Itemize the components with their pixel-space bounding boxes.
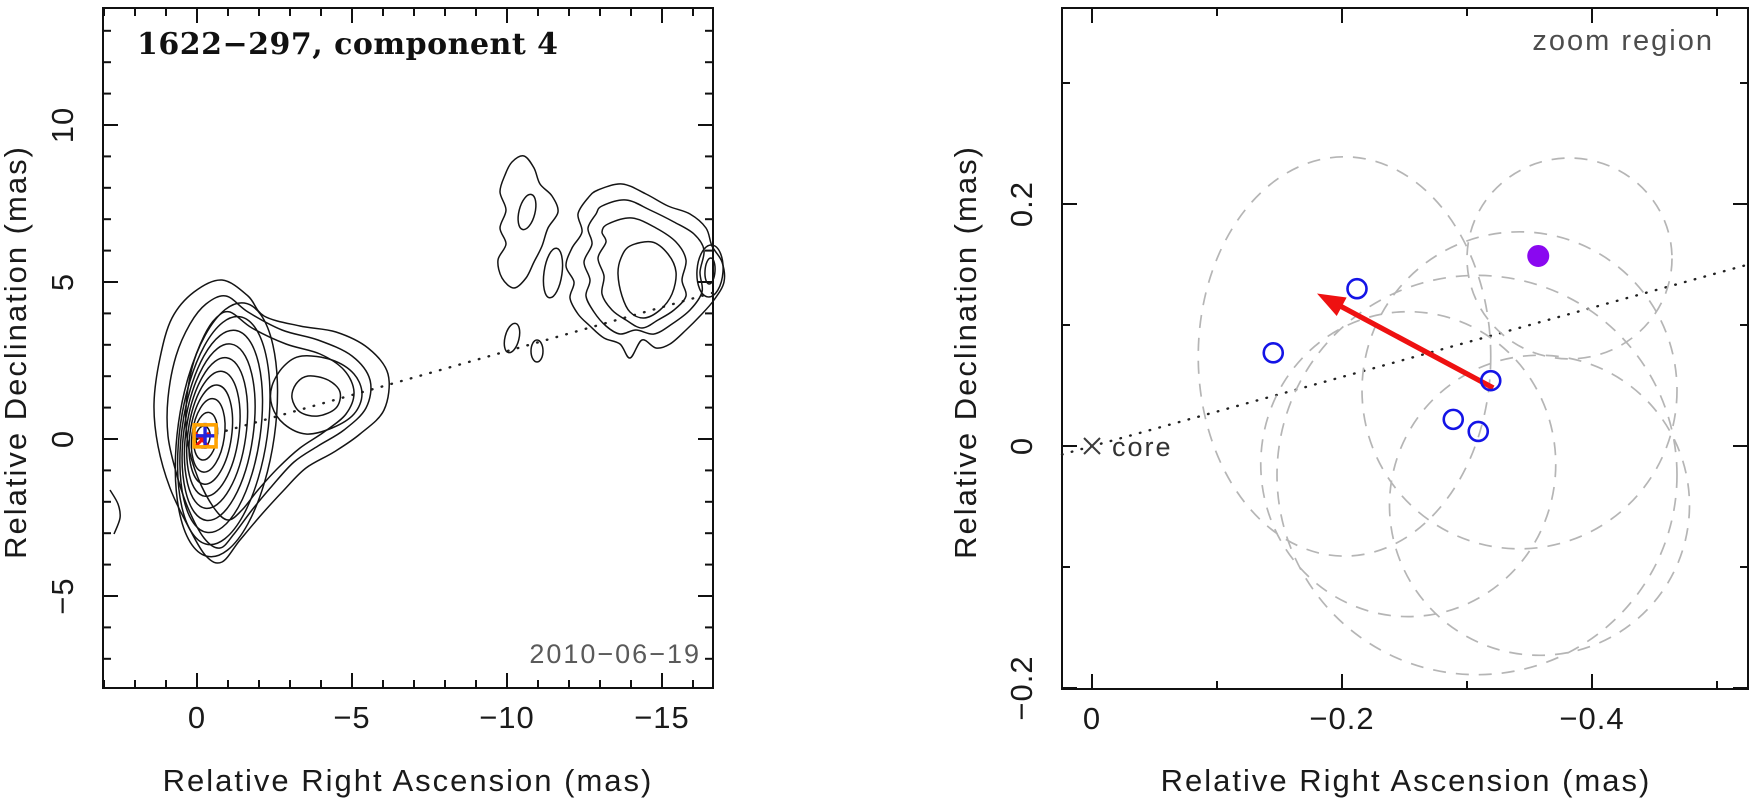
error-circle bbox=[1259, 310, 1557, 618]
core-contour-level bbox=[188, 384, 234, 485]
left-tick-labels: 0 −5 −10 −15 10 5 0 −5 bbox=[45, 107, 690, 735]
right-ticks bbox=[1062, 8, 1748, 689]
right-plot-frame bbox=[1061, 7, 1749, 690]
left-y-tick-label: −5 bbox=[45, 577, 80, 614]
right-x-tick-label: 0 bbox=[1083, 701, 1101, 736]
component4-marker bbox=[192, 422, 219, 449]
left-y-tick-label: 10 bbox=[45, 107, 80, 143]
core-contour-level bbox=[179, 329, 264, 534]
left-yaxis-title: Relative Declination (mas) bbox=[0, 145, 33, 559]
epoch-point bbox=[1442, 408, 1465, 431]
left-jet-axis-dotted-line bbox=[195, 291, 715, 441]
error-circle bbox=[1388, 354, 1691, 657]
error-circle bbox=[1466, 157, 1673, 360]
left-panel-title: 1622−297, component 4 bbox=[137, 27, 559, 62]
right-y-tick-label: 0.2 bbox=[1004, 181, 1039, 227]
left-x-tick-label: −5 bbox=[333, 700, 370, 735]
left-ticks bbox=[103, 8, 713, 688]
right-xaxis-title: Relative Right Ascension (mas) bbox=[1161, 763, 1652, 798]
left-panel-date: 2010−06−19 bbox=[529, 639, 701, 669]
left-x-tick-label: −15 bbox=[634, 700, 690, 735]
left-y-tick-label: 5 bbox=[45, 273, 80, 291]
core-contour-level bbox=[190, 397, 226, 473]
western-small-contour bbox=[542, 247, 564, 299]
core-label: core bbox=[1112, 432, 1173, 462]
outer-contour bbox=[166, 295, 372, 549]
rendered-plot-layers: 0 −5 −10 −15 10 5 0 −5 0 −0.2 −0.4 0.2 0 −0.2 bbox=[45, 7, 1750, 736]
western-contour bbox=[597, 217, 687, 329]
error-circles bbox=[1197, 155, 1691, 676]
left-plot-frame bbox=[102, 7, 714, 689]
epoch-point bbox=[1467, 420, 1490, 443]
core-contour-level bbox=[186, 370, 241, 498]
right-y-tick-label: −0.2 bbox=[1004, 655, 1039, 720]
core-cross-icon bbox=[1083, 437, 1101, 455]
core-contour-level bbox=[181, 343, 256, 522]
left-x-tick-label: 0 bbox=[188, 700, 206, 735]
error-circle bbox=[1197, 155, 1492, 557]
zoom-region-label: zoom region bbox=[1532, 25, 1714, 57]
western-topblob-contour bbox=[497, 155, 559, 289]
western-contour bbox=[617, 240, 677, 319]
right-x-tick-label: −0.2 bbox=[1309, 701, 1374, 736]
western-small-contour bbox=[530, 339, 544, 363]
right-yaxis-title: Relative Declination (mas) bbox=[948, 145, 983, 559]
contour-map bbox=[109, 155, 726, 564]
epoch-point bbox=[1346, 277, 1368, 300]
orange-square-marker-icon bbox=[192, 423, 218, 449]
western-small-contour bbox=[704, 257, 716, 285]
secondary-contour bbox=[291, 375, 342, 417]
left-y-tick-label: 0 bbox=[45, 430, 80, 448]
right-y-tick-label: 0 bbox=[1004, 437, 1039, 455]
left-xaxis-title: Relative Right Ascension (mas) bbox=[163, 763, 654, 798]
secondary-contour bbox=[269, 355, 363, 435]
outer-contour bbox=[153, 279, 390, 564]
right-jet-axis-dotted-line bbox=[1060, 263, 1750, 456]
western-small-contour bbox=[517, 193, 537, 231]
core-contour-level bbox=[176, 315, 271, 546]
western-contour bbox=[565, 183, 726, 359]
proper-motion-arrow bbox=[1317, 293, 1495, 391]
right-x-tick-label: −0.4 bbox=[1559, 701, 1624, 736]
core-contour-level bbox=[174, 302, 279, 558]
epoch-points bbox=[1262, 277, 1502, 443]
epoch-point bbox=[1262, 342, 1285, 364]
final-position-point bbox=[1527, 245, 1550, 268]
epoch-point bbox=[1479, 369, 1502, 392]
right-tick-labels: 0 −0.2 −0.4 0.2 0 −0.2 bbox=[1004, 181, 1624, 736]
error-circle bbox=[1276, 274, 1678, 676]
western-contour bbox=[583, 199, 705, 335]
error-circle bbox=[1361, 230, 1678, 550]
western-small-contour bbox=[696, 244, 724, 298]
western-small-contour bbox=[503, 322, 521, 354]
edge-contour-fragment bbox=[109, 489, 121, 535]
left-x-tick-label: −10 bbox=[479, 700, 535, 735]
